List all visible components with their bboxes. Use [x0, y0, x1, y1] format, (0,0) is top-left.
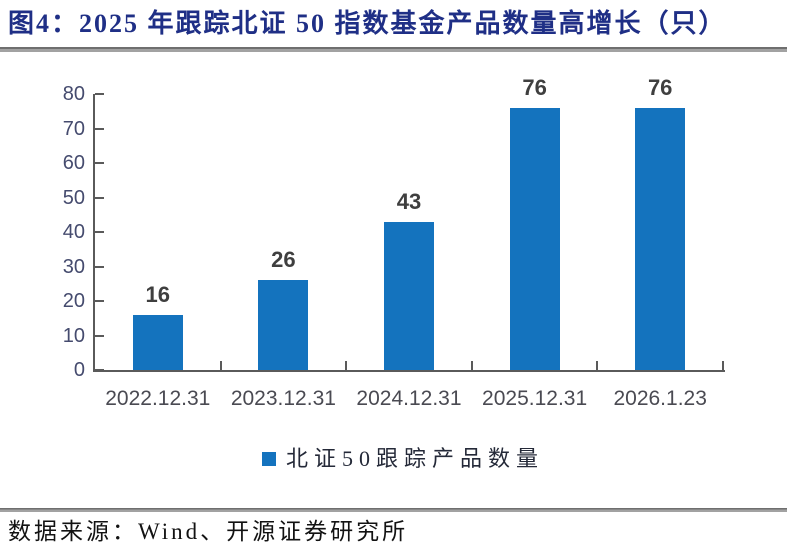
- figure-title: 图4：2025 年跟踪北证 50 指数基金产品数量高增长（只）: [8, 9, 727, 38]
- x-axis-category-label: 2023.12.31: [230, 387, 336, 410]
- y-axis-tick-label: 70: [62, 117, 85, 140]
- bar-value-label: 76: [647, 74, 673, 100]
- y-axis-tick-mark: [95, 265, 104, 268]
- y-axis-tick-mark: [95, 369, 104, 371]
- y-axis-tick-mark: [95, 162, 104, 164]
- x-axis-tick-mark: [722, 361, 724, 370]
- bar-value-label: 26: [271, 247, 296, 273]
- bar: [635, 107, 686, 370]
- bar-value-label: 16: [145, 281, 171, 307]
- x-axis-line: [93, 370, 725, 372]
- bar: [258, 280, 309, 370]
- y-axis-tick-label: 20: [62, 290, 85, 312]
- x-axis-category-label: 2026.1.23: [613, 387, 707, 410]
- y-axis-tick-mark: [95, 93, 104, 95]
- x-axis-tick-mark: [345, 361, 348, 370]
- y-axis-tick-label: 60: [62, 152, 85, 174]
- y-axis-tick-label: 0: [73, 359, 85, 381]
- bar: [132, 314, 183, 370]
- title-divider-line: [0, 47, 787, 52]
- y-axis-tick-mark: [95, 334, 104, 337]
- legend-swatch-icon: [262, 452, 276, 466]
- x-axis-tick-mark: [219, 361, 222, 370]
- x-axis-category-label: 2024.12.31: [356, 387, 462, 410]
- y-axis-tick-mark: [95, 196, 104, 199]
- y-axis-tick-mark: [95, 127, 104, 130]
- y-axis-tick-mark: [95, 231, 104, 233]
- data-source-note: 数据来源：Wind、开源证券研究所: [8, 519, 409, 544]
- y-axis-tick-label: 50: [62, 186, 85, 209]
- y-axis-tick-label: 10: [62, 324, 85, 347]
- y-axis-tick-label: 80: [62, 83, 85, 105]
- x-axis-category-label: 2025.12.31: [482, 387, 588, 410]
- y-axis-tick-label: 30: [62, 255, 85, 278]
- x-axis-category-label: 2022.12.31: [105, 387, 211, 410]
- bar: [509, 107, 560, 370]
- bar: [384, 221, 434, 370]
- bar-value-label: 76: [522, 74, 547, 100]
- footer-divider-line: [0, 508, 787, 512]
- y-axis-line: [93, 94, 95, 372]
- x-axis-tick-mark: [470, 361, 473, 370]
- x-axis-tick-mark: [596, 361, 599, 370]
- chart-legend: 北证50跟踪产品数量: [262, 447, 544, 471]
- bar-value-label: 43: [396, 188, 422, 214]
- legend-label: 北证50跟踪产品数量: [286, 446, 545, 471]
- y-axis-tick-label: 40: [62, 221, 85, 243]
- y-axis-tick-mark: [95, 300, 104, 302]
